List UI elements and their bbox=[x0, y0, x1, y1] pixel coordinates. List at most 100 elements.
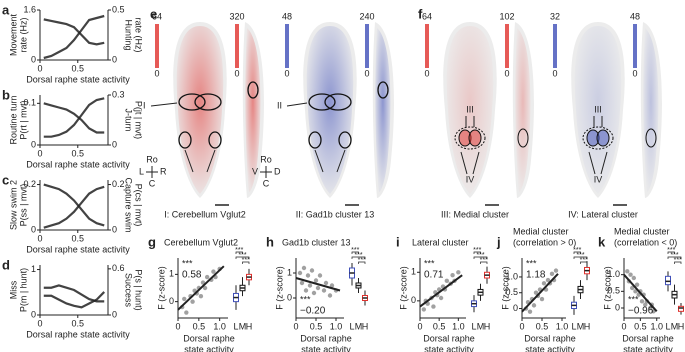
panel-letter: f bbox=[418, 6, 423, 21]
y-axis-label: F (z-score) bbox=[274, 266, 284, 310]
x-tick-label: 0 bbox=[37, 318, 42, 328]
scatter-point bbox=[315, 285, 321, 291]
scatter-point bbox=[421, 307, 427, 312]
scatter-point bbox=[305, 273, 311, 278]
r-value: −0.96 bbox=[628, 306, 654, 317]
colorbar bbox=[505, 24, 509, 68]
right-axis-label: J-turn bbox=[124, 108, 134, 131]
significance: *** bbox=[424, 258, 435, 268]
series-line bbox=[43, 102, 105, 134]
significance: *** bbox=[182, 258, 193, 268]
sig-bracket bbox=[473, 256, 488, 259]
fit-line bbox=[623, 274, 658, 312]
y-axis-label: F (z-score) bbox=[398, 266, 408, 310]
y-tick-label: 1.6 bbox=[23, 4, 36, 14]
sig-bracket bbox=[674, 261, 682, 264]
x-tick-label: 0.5 bbox=[72, 233, 85, 243]
right-axis-label: Hunting bbox=[124, 19, 134, 50]
significance: *** bbox=[526, 258, 537, 268]
colorbar bbox=[235, 24, 239, 68]
scatter-point bbox=[313, 278, 319, 283]
y-tick-label: 0 bbox=[513, 303, 518, 313]
map-caption: III: Medial cluster bbox=[441, 209, 509, 219]
orient-label: R bbox=[160, 166, 167, 176]
map-caption: I: Cerebellum Vglut2 bbox=[164, 209, 246, 219]
y-tick-label: 0 bbox=[615, 302, 620, 312]
sig-stars: *** bbox=[573, 247, 581, 254]
sig-bracket bbox=[573, 251, 581, 254]
colorbar-max: 240 bbox=[359, 11, 374, 21]
y2-tick-label: 0 bbox=[112, 54, 117, 64]
panel-letter: a bbox=[2, 2, 10, 17]
panel-letter: e bbox=[150, 6, 157, 21]
right-axis-label: Capture swim bbox=[124, 177, 134, 232]
colorbar-max: 48 bbox=[630, 11, 640, 21]
scatter-point bbox=[456, 270, 461, 275]
scatter-point bbox=[182, 296, 187, 302]
y-axis-label: F (z-score) bbox=[500, 266, 510, 310]
x-tick-label: 0 bbox=[519, 321, 524, 331]
scatter-point bbox=[301, 265, 307, 271]
series-line bbox=[43, 183, 105, 227]
colorbar bbox=[633, 24, 637, 68]
colorbar-min: 0 bbox=[154, 68, 159, 78]
left-axis-label: Routine turn bbox=[8, 95, 18, 144]
panel-letter: k bbox=[598, 234, 606, 249]
sig-stars: *** bbox=[667, 247, 675, 254]
scatter-point bbox=[321, 288, 327, 293]
r-value: 0.58 bbox=[182, 270, 202, 281]
sig-bracket bbox=[480, 261, 488, 264]
region-outline bbox=[645, 128, 657, 148]
box bbox=[665, 275, 671, 286]
y-tick-label: 1 bbox=[31, 264, 36, 274]
orient-label: D bbox=[274, 166, 281, 176]
scatter-point bbox=[527, 309, 533, 314]
x-tick-label: 0.5 bbox=[72, 148, 85, 158]
x-tick-label: 0 bbox=[293, 321, 298, 331]
sig-bracket bbox=[351, 251, 359, 254]
scatter-point bbox=[297, 270, 303, 276]
brain-dorsal-signal bbox=[574, 26, 622, 194]
right-axis-label: rate (Hz) bbox=[134, 17, 144, 52]
region-outline bbox=[178, 93, 206, 111]
panel-title: Gad1b cluster 13 bbox=[282, 237, 351, 247]
colorbar-min: 0 bbox=[504, 68, 509, 78]
colorbar-max: 48 bbox=[282, 11, 292, 21]
axes bbox=[39, 95, 109, 146]
colorbar-min: 0 bbox=[234, 68, 239, 78]
box-label: L bbox=[233, 321, 238, 331]
sig-stars: *** bbox=[476, 252, 484, 259]
scatter-point bbox=[531, 303, 537, 308]
left-axis-label: Miss bbox=[8, 280, 18, 299]
y2-tick-label: 0.3 bbox=[112, 89, 125, 99]
scatter-point bbox=[545, 277, 551, 283]
brain-dorsal-signal bbox=[306, 26, 354, 194]
colorbar bbox=[285, 24, 289, 68]
brain-side-signal bbox=[515, 28, 531, 192]
fit-line bbox=[521, 273, 559, 313]
axes bbox=[39, 10, 109, 61]
brain-side-signal bbox=[643, 28, 659, 192]
x-tick-label: 0.5 bbox=[433, 321, 446, 331]
arrow bbox=[588, 151, 596, 175]
scatter-point bbox=[541, 281, 547, 286]
colorbar-min: 0 bbox=[424, 68, 429, 78]
region-label: II bbox=[277, 100, 282, 110]
box-label: L bbox=[571, 321, 576, 331]
x-axis-label: Dorsal raphe state activity bbox=[26, 329, 130, 339]
colorbar-max: 64 bbox=[152, 11, 162, 21]
x-axis-label: state activity bbox=[301, 344, 351, 352]
scatter-point bbox=[629, 285, 635, 291]
y-tick-label: 0 bbox=[287, 292, 292, 302]
arrow bbox=[336, 149, 346, 173]
region-outline bbox=[517, 128, 529, 148]
colorbar bbox=[155, 24, 159, 68]
brain-dorsal-signal bbox=[176, 26, 224, 194]
x-tick-label: 0.5 bbox=[536, 321, 549, 331]
right-axis-label: Success bbox=[124, 273, 134, 308]
box-label: H bbox=[246, 321, 253, 331]
y2-tick-label: 0.2 bbox=[112, 179, 125, 189]
x-tick-label: 0 bbox=[37, 63, 42, 73]
r-value: 0.71 bbox=[424, 270, 444, 281]
